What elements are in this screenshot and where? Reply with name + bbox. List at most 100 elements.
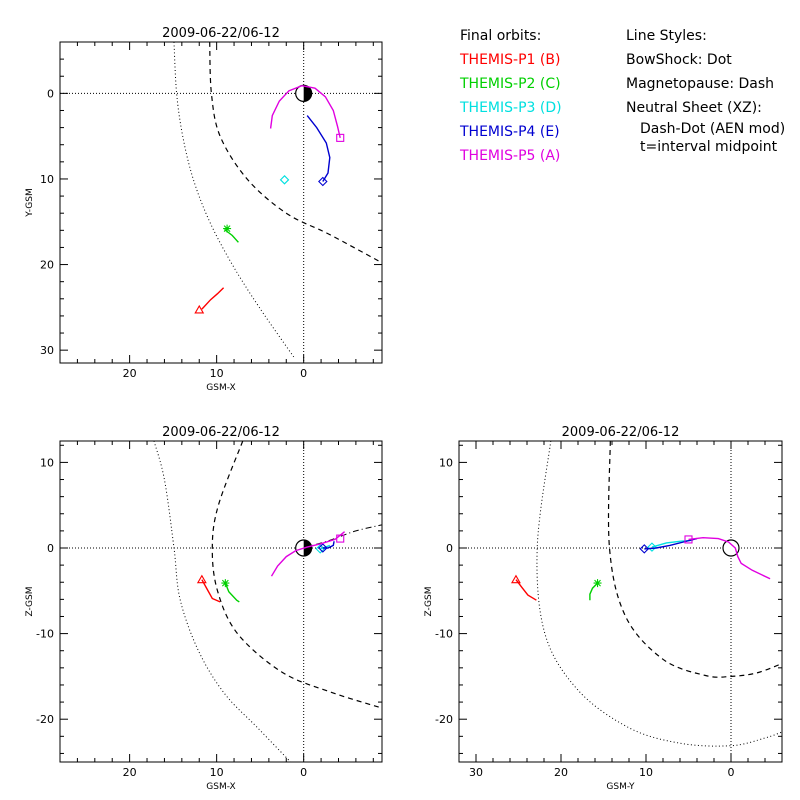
square-marker	[336, 133, 345, 142]
diamond-marker	[318, 176, 328, 187]
y-tick-label: -10	[435, 628, 453, 641]
orbit-series-p3	[279, 175, 290, 185]
plot-frame	[458, 440, 783, 763]
orbit-line	[270, 531, 346, 577]
square-marker	[336, 534, 345, 543]
asterisk-marker	[593, 579, 602, 588]
square-marker	[684, 535, 693, 544]
y-tick-label: 0	[47, 542, 54, 555]
x-axis-label: GSM-X	[206, 782, 235, 792]
asterisk-marker	[221, 579, 230, 588]
orbit-line	[515, 579, 537, 601]
panel-title: 2009-06-22/06-12	[162, 26, 280, 41]
orbit-series-p4	[318, 541, 335, 553]
bowshock-line	[173, 42, 296, 359]
y-tick-label: 0	[446, 542, 453, 555]
y-tick-label: -10	[36, 628, 54, 641]
orbit-line	[201, 287, 225, 310]
orbit-series-p2	[589, 579, 602, 601]
x-tick-label: 20	[123, 367, 137, 380]
diamond-marker	[639, 544, 650, 554]
magnetopause-style: Magnetopause: Dash	[626, 76, 775, 92]
orbit-series-p4	[306, 115, 331, 187]
orbit-line	[589, 582, 598, 601]
plot-area	[459, 441, 782, 762]
legend-item-p4: THEMIS-P4 (E)	[460, 124, 560, 140]
orbit-line	[688, 536, 771, 580]
legend-item-p3: THEMIS-P3 (D)	[460, 100, 562, 116]
orbit-line	[201, 579, 221, 603]
y-tick-label: -20	[36, 713, 54, 726]
y-tick-label: 20	[40, 259, 54, 272]
diamond-marker	[279, 175, 290, 185]
y-tick-label: 10	[439, 456, 453, 469]
orbit-line	[306, 115, 331, 182]
x-tick-label: 30	[469, 766, 483, 779]
legend-item-p1: THEMIS-P1 (B)	[460, 52, 561, 68]
magnetopause-line	[211, 441, 382, 709]
orbit-series-p1	[194, 287, 225, 314]
x-tick-label: 10	[210, 367, 224, 380]
legend-item-p5: THEMIS-P5 (A)	[460, 148, 561, 164]
time-note: t=interval midpoint	[640, 139, 778, 155]
panel-title: 2009-06-22/06-12	[562, 425, 680, 440]
plot-area	[60, 42, 382, 363]
x-tick-label: 0	[300, 367, 307, 380]
line-styles-title: Line Styles:	[626, 28, 707, 44]
magnetopause-line	[209, 42, 382, 264]
x-axis-label: GSM-Y	[606, 782, 635, 792]
orbit-series-p5	[270, 531, 346, 577]
y-tick-label: 30	[40, 344, 54, 357]
earth-icon	[722, 539, 740, 557]
panel-yz: 30 20 10 0 10 0 -10 -20 GSM-Y Z-GSM 2009-06-22/06-…	[424, 425, 783, 792]
triangle-marker	[511, 574, 521, 584]
plot-frame	[59, 41, 383, 364]
earth-icon	[295, 84, 313, 102]
x-tick-label: 20	[123, 766, 137, 779]
x-tick-label: 0	[728, 766, 735, 779]
line-styles-legend: Line Styles: BowShock: Dot Magnetopause:…	[626, 24, 785, 156]
panel-title: 2009-06-22/06-12	[162, 425, 280, 440]
orbit-line	[644, 537, 698, 550]
x-tick-label: 0	[300, 766, 307, 779]
orbit-series-p4	[639, 537, 698, 554]
diamond-marker	[647, 542, 657, 552]
y-tick-label: 0	[47, 87, 54, 100]
orbit-series-p2	[223, 224, 239, 243]
x-tick-label: 20	[554, 766, 568, 779]
legend-item-p2: THEMIS-P2 (C)	[460, 76, 561, 92]
orbit-series-p2	[221, 579, 240, 603]
orbit-line	[224, 582, 240, 603]
neutral-sheet-detail: Dash-Dot (AEN mod)	[640, 121, 786, 137]
orbit-series-p1	[511, 574, 537, 601]
legend-title: Final orbits:	[460, 28, 542, 44]
plot-frame	[59, 440, 383, 763]
triangle-marker	[196, 574, 207, 584]
orbit-legend: Final orbits: THEMIS-P1 (B) THEMIS-P2 (C…	[460, 24, 562, 168]
magnetopause-line	[607, 441, 782, 678]
y-tick-label: 10	[40, 173, 54, 186]
bowshock-line	[153, 441, 291, 762]
orbit-series-p5	[684, 535, 771, 580]
x-tick-label: 10	[210, 766, 224, 779]
y-axis-label: Y-GSM	[25, 188, 35, 217]
diamond-marker	[318, 543, 328, 553]
y-tick-label: 10	[40, 456, 54, 469]
panel-xz: 20 10 0 10 0 -10 -20 GSM-X Z-GSM 2009-06-22/06-12	[25, 425, 383, 792]
neutral-sheet-style: Neutral Sheet (XZ):	[626, 100, 762, 116]
orbit-line	[322, 541, 335, 549]
orbit-series-p5	[269, 84, 345, 142]
bowshock-style: BowShock: Dot	[626, 52, 732, 68]
asterisk-marker	[223, 224, 232, 233]
y-tick-label: -20	[435, 713, 453, 726]
bowshock-line	[536, 441, 782, 747]
y-axis-label: Z-GSM	[25, 586, 35, 616]
orbit-series-p1	[196, 574, 221, 603]
plot-area	[60, 441, 382, 762]
x-axis-label: GSM-X	[206, 383, 235, 393]
x-tick-label: 10	[639, 766, 653, 779]
panel-xy: 20 10 0 0 10 20 30 GSM-X Y-GSM 2009-06-22/06-12	[25, 26, 383, 393]
orbit-line	[269, 84, 341, 139]
y-axis-label: Z-GSM	[424, 586, 434, 616]
